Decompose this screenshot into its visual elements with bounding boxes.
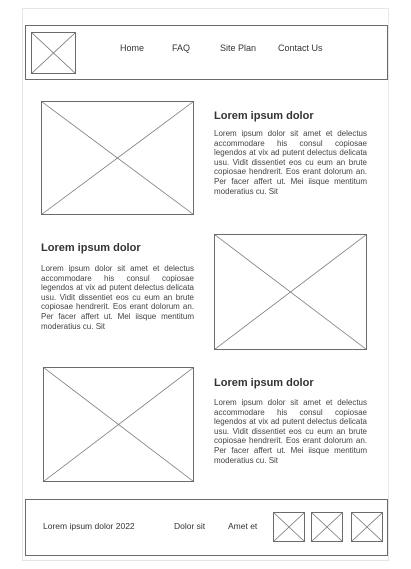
social-1-placeholder-icon[interactable] [273,512,305,542]
section-3-text: Lorem ipsum dolor sit amet et delectus a… [214,398,367,465]
section-3-title: Lorem ipsum dolor [214,377,314,389]
footer-link-dolor-sit[interactable]: Dolor sit [174,521,206,531]
section-2-title: Lorem ipsum dolor [41,242,141,254]
nav-site-plan-link[interactable]: Site Plan [220,43,257,53]
logo-placeholder-icon[interactable] [31,32,76,74]
site-header: Home FAQ Site Plan Contact Us [25,25,388,80]
social-3-placeholder-icon[interactable] [351,512,383,542]
section-2-image-placeholder-icon [214,234,367,350]
section-1-text: Lorem ipsum dolor sit amet et delectus a… [214,129,367,196]
page-frame [22,8,389,561]
site-footer: Lorem ipsum dolor 2022 Dolor sit Amet et [25,499,388,556]
section-1-title: Lorem ipsum dolor [214,110,314,122]
section-2-text: Lorem ipsum dolor sit amet et delectus a… [41,264,194,331]
nav-faq-link[interactable]: FAQ [172,43,191,53]
social-2-placeholder-icon[interactable] [311,512,343,542]
nav-contact-us-link[interactable]: Contact Us [278,43,323,53]
section-3-image-placeholder-icon [43,367,194,482]
footer-link-amet-et[interactable]: Amet et [228,521,258,531]
footer-copyright: Lorem ipsum dolor 2022 [43,521,135,531]
nav-home-link[interactable]: Home [120,43,145,53]
section-1-image-placeholder-icon [41,101,194,215]
